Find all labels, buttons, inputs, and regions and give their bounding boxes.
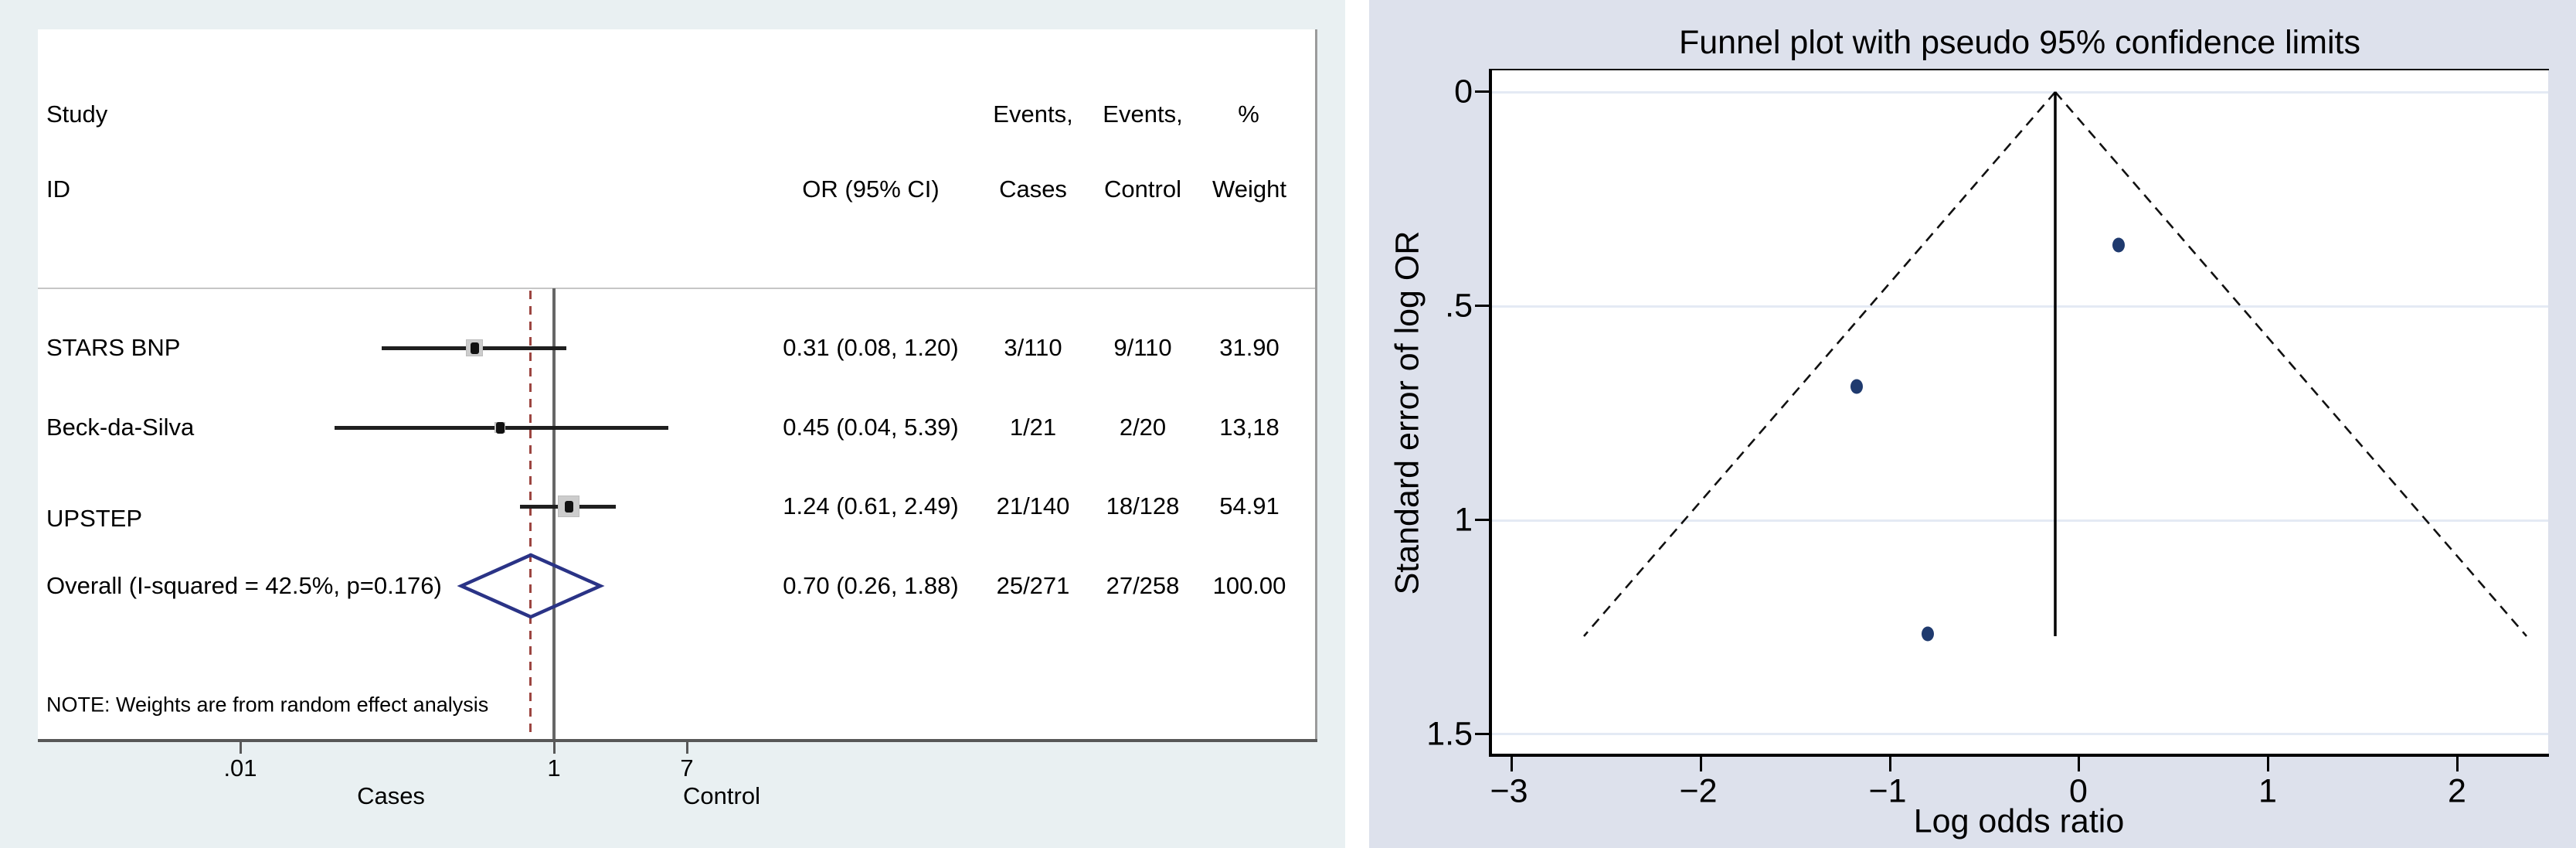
forest-header-id: ID [46,175,70,203]
funnel-x-tick [2078,757,2080,771]
events-cases-value: 21/140 [996,492,1070,519]
funnel-geometry [1583,91,2527,642]
pseudo-ci-left-dashed-line [1583,91,2056,637]
funnel-y-tick [1475,519,1490,521]
forest-null-effect-line [552,288,556,739]
funnel-x-tick-label: −1 [1868,772,1907,810]
funnel-y-tick [1475,90,1490,93]
forest-axis-label-cases: Cases [357,782,425,809]
funnel-y-tick [1475,733,1490,735]
funnel-y-tick-label: 1 [1454,501,1473,539]
forest-x-tick-label: .01 [223,754,257,782]
funnel-x-tick [1700,757,1702,771]
random-effects-note: NOTE: Weights are from random effect ana… [46,693,489,717]
forest-header-control: Control [1104,175,1181,203]
events-control-value: 18/128 [1106,492,1180,519]
forest-plot-area [38,29,1317,741]
funnel-y-tick-label: 1.5 [1426,715,1473,753]
funnel-y-tick-label: .5 [1445,287,1473,325]
forest-header-percent: % [1238,100,1259,128]
or-ci-value: 0.45 (0.04, 5.39) [783,414,959,441]
events-cases-value: 3/110 [1004,334,1062,361]
funnel-y-tick [1475,305,1490,307]
forest-header-weight: Weight [1212,175,1286,203]
gridline-05 [1492,305,2548,308]
funnel-x-axis [1489,754,2549,757]
weight-value: 31.90 [1219,334,1280,361]
pseudo-ci-right-dashed-line [2054,91,2527,637]
gridline-15 [1492,733,2548,735]
funnel-x-tick [1889,757,1891,771]
forest-header-or-ci: OR (95% CI) [802,175,940,203]
forest-x-tick-label: 1 [547,754,561,782]
forest-x-axis [38,739,1317,742]
funnel-x-tick [2456,757,2459,771]
funnel-x-tick-label: −3 [1490,772,1528,810]
funnel-plot-top-border [1489,69,2549,70]
funnel-y-tick-label: 0 [1454,73,1473,111]
or-ci-value: 0.31 (0.08, 1.20) [783,334,959,361]
overall-diamond [457,553,605,619]
funnel-x-axis-label: Log odds ratio [1913,802,2125,840]
funnel-x-tick-label: −2 [1679,772,1718,810]
overall-label: Overall (I-squared = 42.5%, p=0.176) [46,572,442,599]
overall-events-control: 27/258 [1106,572,1180,599]
gridline-0 [1492,91,2548,94]
forest-header-separator [38,288,1315,289]
data-point-beck-da-silva [1922,626,1934,642]
funnel-plot-area [1491,70,2548,755]
point-estimate-stars-bnp [471,342,479,354]
study-label: UPSTEP [46,505,143,532]
point-estimate-beck-da-silva [496,422,505,434]
forest-plot-panel: Study Events, Events, % ID OR (95% CI) C… [0,0,1345,848]
events-cases-value: 1/21 [1009,414,1057,441]
weight-value: 54.91 [1219,492,1280,519]
funnel-y-axis [1489,70,1492,757]
forest-header-events-control: Events, [1103,100,1183,128]
gridline-1 [1492,519,2548,522]
funnel-x-tick [2267,757,2269,771]
overall-events-cases: 25/271 [996,572,1070,599]
forest-header-study: Study [46,100,108,128]
data-point-upstep [2112,237,2125,253]
funnel-y-axis-label: Standard error of log OR [1388,230,1426,595]
overall-weight: 100.00 [1212,572,1286,599]
study-label: Beck-da-Silva [46,414,195,441]
data-point-stars-bnp [1850,379,1863,394]
or-ci-value: 1.24 (0.61, 2.49) [783,492,959,519]
point-estimate-upstep [565,501,573,513]
study-label: STARS BNP [46,334,181,361]
weight-value: 13,18 [1219,414,1280,441]
forest-x-tick-7 [686,742,688,754]
funnel-x-tick-label: 2 [2448,772,2466,810]
forest-x-tick-01 [240,742,242,754]
forest-x-tick-1 [553,742,556,754]
forest-header-events-cases: Events, [993,100,1073,128]
funnel-x-tick-label: 1 [2258,772,2277,810]
forest-overall-effect-dashed-line [529,291,532,739]
funnel-plot-title: Funnel plot with pseudo 95% confidence l… [1678,24,2360,61]
funnel-x-tick-label: 0 [2069,772,2088,810]
forest-header-cases: Cases [999,175,1067,203]
forest-x-tick-label: 7 [680,754,694,782]
forest-axis-label-control: Control [683,782,760,809]
events-control-value: 2/20 [1119,414,1167,441]
overall-or-ci: 0.70 (0.26, 1.88) [783,572,959,599]
events-control-value: 9/110 [1113,334,1172,361]
funnel-x-tick [1511,757,1513,771]
